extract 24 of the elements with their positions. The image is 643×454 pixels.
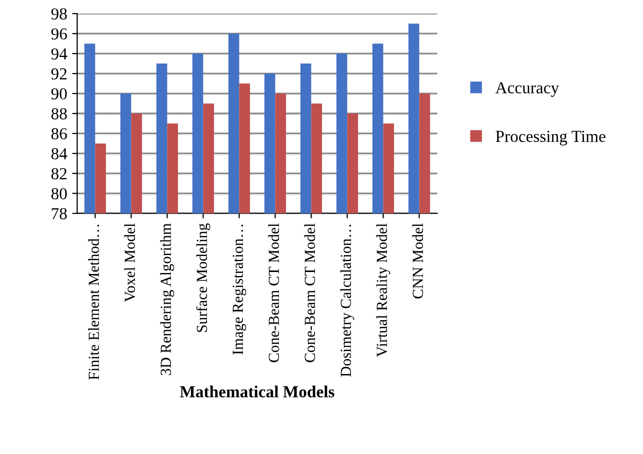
x-tick-label: Dosimetry Calculation… xyxy=(340,224,354,377)
x-tick-label: Finite Element Method… xyxy=(88,224,100,380)
x-tick-label: Surface Modeling xyxy=(196,223,210,332)
x-tick-label: Virtual Reality Model xyxy=(376,223,390,357)
y-tick-label: 86 xyxy=(51,128,67,140)
legend-label: Accuracy xyxy=(495,82,560,97)
x-tick-label: Cone-Beam CT Model xyxy=(268,223,280,362)
y-tick-label: 94 xyxy=(51,48,68,60)
x-tick-label: Image Registration… xyxy=(232,224,246,355)
x-tick-label: CNN Model xyxy=(412,223,424,298)
y-tick-label: 96 xyxy=(51,28,67,40)
y-tick-label: 92 xyxy=(51,68,67,80)
x-tick-label: 3D Rendering Algorithm xyxy=(160,223,174,376)
y-tick-label: 84 xyxy=(51,148,68,160)
legend-label: Processing Time xyxy=(496,130,606,146)
y-tick-label: 78 xyxy=(52,208,67,220)
x-tick-label: Cone-Beam CT Model xyxy=(304,223,316,362)
y-tick-label: 82 xyxy=(51,168,67,180)
y-tick-label: 88 xyxy=(51,108,67,120)
y-tick-label: 98 xyxy=(51,8,67,20)
x-tick-label: Voxel Model xyxy=(124,223,136,302)
y-tick-label: 90 xyxy=(51,88,67,100)
y-tick-label: 80 xyxy=(51,188,67,200)
x-axis-title: Mathematical Models xyxy=(180,386,334,398)
